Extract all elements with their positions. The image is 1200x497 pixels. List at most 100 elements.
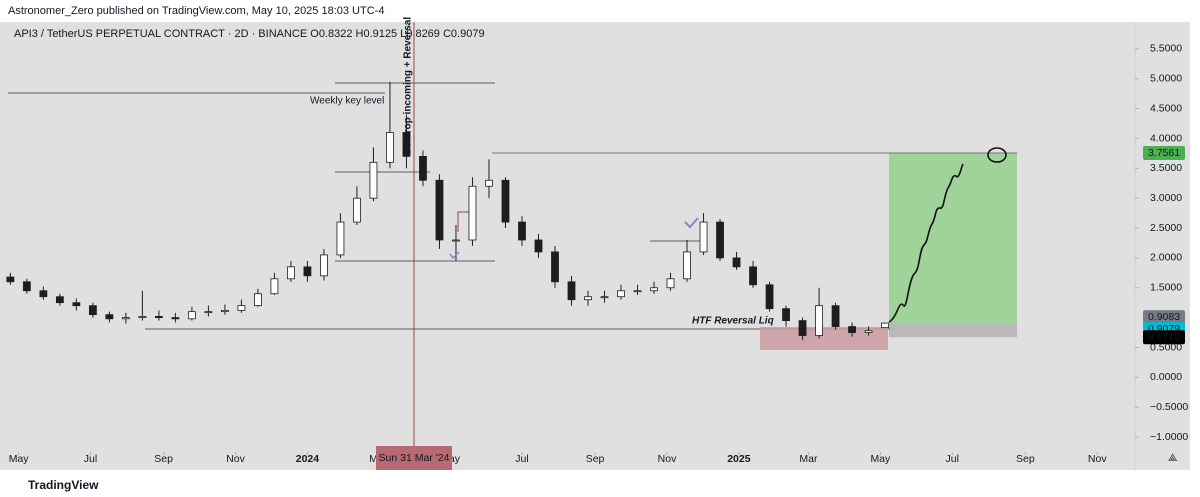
candle-body: [237, 305, 246, 311]
candle-body: [600, 296, 609, 299]
candle-body: [815, 305, 823, 336]
crosshair-label-bg: [376, 446, 452, 470]
annotation: HTF Reversal Liq: [692, 316, 774, 327]
candle-body: [171, 317, 180, 320]
candle-body: [435, 179, 444, 241]
candle-body: [633, 290, 642, 293]
candle-body: [353, 197, 361, 223]
crosshair-label: Sun 31 Mar '24: [379, 452, 450, 464]
candle-body: [666, 278, 675, 289]
candle-body: [336, 221, 345, 256]
candle-body: [485, 179, 493, 187]
candle-body: [188, 311, 196, 320]
candle-body: [749, 266, 757, 286]
candle-body: [105, 314, 114, 320]
candle-body: [419, 155, 427, 181]
candle-body: [39, 290, 48, 298]
hand-drawn-circle: [987, 147, 1007, 163]
candle-body: [617, 290, 625, 298]
candle-body: [551, 251, 559, 283]
candle-body: [287, 266, 295, 280]
candle-body: [765, 284, 774, 310]
candle-body: [320, 254, 328, 277]
x-tick-label: Nov: [658, 453, 677, 465]
x-tick-label: May: [870, 453, 891, 465]
x-tick-label: 2025: [727, 453, 751, 465]
candle-body: [303, 266, 312, 277]
settings-icon[interactable]: ⟁: [1168, 452, 1178, 464]
candle-body: [55, 296, 64, 304]
candle-body: [699, 221, 708, 253]
stop-zone: [889, 323, 1017, 338]
price-label: 0.9083: [1148, 311, 1180, 323]
candle-body: [6, 276, 15, 283]
target-zone: [889, 153, 1017, 324]
candle-body: [72, 302, 81, 307]
x-tick-label: May: [9, 453, 30, 465]
candle-body: [683, 251, 691, 280]
y-tick-label: 4.5000: [1150, 102, 1182, 114]
x-tick-label: Jul: [515, 453, 528, 465]
candle-body: [732, 257, 741, 268]
y-tick-label: 1.5000: [1150, 282, 1182, 294]
candle-body: [270, 278, 279, 295]
candle-body: [22, 281, 31, 292]
candle-body: [88, 305, 97, 316]
candle-body: [402, 132, 411, 157]
candle-body: [121, 317, 130, 320]
candle-body: [386, 132, 394, 163]
x-tick-label: 2024: [296, 453, 320, 465]
publisher: Astronomer_Zero published on TradingView…: [8, 5, 384, 17]
candle-body: [848, 326, 856, 333]
y-tick-label: 0.0000: [1150, 371, 1182, 383]
price-label: 0.6710: [1148, 331, 1180, 343]
candle-body: [369, 161, 378, 199]
candle-body: [567, 281, 576, 301]
y-tick-label: 3.5000: [1150, 162, 1182, 174]
liq-zone: [760, 327, 888, 350]
price-label-bg: [1143, 310, 1185, 325]
candle-body: [468, 185, 477, 241]
price-label-bg: [1143, 146, 1185, 161]
candle-body: [204, 311, 213, 314]
candle-body: [831, 305, 840, 327]
footer-logo: TradingView: [28, 478, 99, 492]
candle-body: [254, 293, 262, 307]
y-tick-label: 4.0000: [1150, 132, 1182, 144]
x-tick-label: Sep: [586, 453, 605, 465]
hand-drawn-path: [888, 163, 964, 323]
y-tick-label: 3.0000: [1150, 192, 1182, 204]
candle-body: [650, 287, 658, 292]
candle-body: [221, 310, 229, 313]
candle-body: [518, 221, 526, 241]
x-tick-label: Jul: [84, 453, 97, 465]
x-tick-label: Mar: [799, 453, 818, 465]
y-tick-label: 2.5000: [1150, 222, 1182, 234]
candle-body: [154, 316, 163, 319]
check-mark: [684, 217, 699, 229]
candle-body: [864, 330, 873, 333]
x-tick-label: Jul: [946, 453, 959, 465]
candle-body: [584, 296, 592, 301]
candle-body: [782, 308, 790, 321]
x-tick-label: Sep: [1016, 453, 1035, 465]
annotation: Weekly key level: [310, 96, 384, 107]
x-tick-label: Sep: [154, 453, 173, 465]
y-tick-label: −0.5000: [1150, 401, 1188, 413]
x-tick-label: Nov: [1088, 453, 1107, 465]
candle-body: [534, 239, 543, 253]
symbol-legend: API3 / TetherUS PERPETUAL CONTRACT · 2D …: [14, 28, 485, 40]
candle-body: [798, 320, 807, 336]
y-tick-label: −1.0000: [1150, 431, 1188, 443]
candle-body: [501, 179, 510, 223]
candle-body: [881, 322, 889, 329]
price-label-bg: [1143, 330, 1185, 345]
annotation: DJ drop incoming + Reversal: [403, 17, 414, 155]
x-tick-label: Nov: [226, 453, 245, 465]
candle-body: [716, 221, 724, 259]
candle-body: [452, 239, 460, 242]
y-tick-label: 5.0000: [1150, 73, 1182, 85]
y-tick-label: 2.0000: [1150, 252, 1182, 264]
price-label: 3.7561: [1148, 147, 1180, 159]
check-mark: [449, 251, 460, 260]
